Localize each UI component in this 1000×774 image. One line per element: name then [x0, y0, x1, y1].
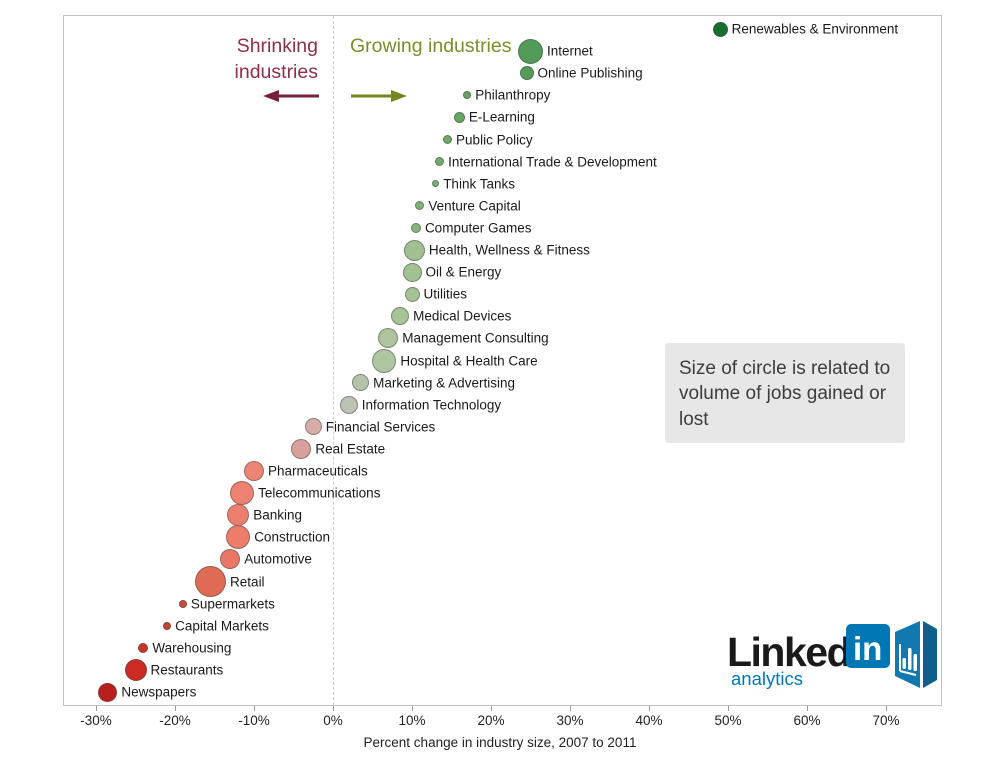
bubble-label-health-wellness-fitness: Health, Wellness & Fitness	[428, 242, 590, 258]
bubble-label-automotive: Automotive	[244, 551, 312, 567]
bubble-information-technology	[339, 395, 358, 414]
x-tick-mark	[254, 706, 255, 711]
bubble-hospital-health-care	[372, 348, 397, 373]
bubble-label-retail: Retail	[230, 573, 265, 589]
bubble-pharmaceuticals	[244, 461, 264, 481]
x-tick-mark	[175, 706, 176, 711]
bubble-health-wellness-fitness	[403, 239, 425, 261]
bubble-renewables-environment	[712, 21, 728, 37]
bubble-oil-energy	[402, 262, 422, 282]
bubble-warehousing	[138, 642, 149, 653]
bubble-real-estate	[291, 438, 312, 459]
bubble-label-supermarkets: Supermarkets	[190, 595, 275, 611]
bubble-label-medical-devices: Medical Devices	[413, 308, 512, 324]
x-tick-label: -30%	[80, 713, 112, 728]
shrinking-arrow-icon	[263, 90, 319, 102]
x-tick-label: 70%	[872, 713, 900, 728]
bubble-label-online-publishing: Online Publishing	[537, 65, 643, 81]
x-tick-label: 30%	[556, 713, 584, 728]
logo-linked-text: Linked	[727, 629, 850, 675]
logo-analytics-text: analytics	[731, 668, 803, 689]
x-tick-label: 20%	[477, 713, 505, 728]
bubble-label-hospital-health-care: Hospital & Health Care	[400, 352, 538, 368]
bubble-automotive	[220, 549, 241, 570]
growing-industries-label: Growing industries	[350, 35, 512, 57]
bubble-management-consulting	[378, 328, 399, 349]
bubble-label-telecommunications: Telecommunications	[258, 485, 381, 501]
x-tick-mark	[333, 706, 334, 711]
bubble-label-restaurants: Restaurants	[150, 662, 224, 678]
shrinking-industries-label: Shrinking industries	[234, 35, 318, 83]
bubble-label-warehousing: Warehousing	[152, 640, 232, 656]
bubble-label-marketing-advertising: Marketing & Advertising	[373, 374, 515, 390]
x-tick-label: 10%	[398, 713, 426, 728]
bubble-label-computer-games: Computer Games	[424, 220, 532, 236]
x-axis-title: Percent change in industry size, 2007 to…	[363, 735, 637, 750]
bubble-label-public-policy: Public Policy	[456, 131, 533, 147]
bubble-label-information-technology: Information Technology	[361, 396, 502, 412]
bubble-label-e-learning: E-Learning	[468, 109, 535, 125]
x-tick-mark	[96, 706, 97, 711]
bubble-newspapers	[98, 682, 118, 702]
plot-border	[63, 15, 942, 706]
bubble-label-newspapers: Newspapers	[121, 684, 197, 700]
bubble-financial-services	[304, 418, 322, 436]
bubble-label-management-consulting: Management Consulting	[402, 330, 549, 346]
bubble-label-construction: Construction	[254, 529, 330, 545]
bubble-label-think-tanks: Think Tanks	[443, 175, 515, 191]
bubble-label-oil-energy: Oil & Energy	[425, 264, 502, 280]
x-tick-label: -20%	[159, 713, 191, 728]
size-note-box: Size of circle is related to volume of j…	[665, 343, 905, 443]
bubble-think-tanks	[432, 180, 440, 188]
logo-in-square	[846, 624, 890, 668]
x-tick-mark	[807, 706, 808, 711]
x-tick-label: 60%	[793, 713, 821, 728]
bubble-internet	[518, 38, 543, 64]
x-tick-mark	[649, 706, 650, 711]
zero-percent-gridline	[333, 16, 334, 705]
bubble-e-learning	[453, 111, 465, 123]
x-tick-mark	[886, 706, 887, 711]
x-tick-label: 40%	[635, 713, 663, 728]
bubble-retail	[195, 566, 227, 597]
x-tick-mark	[570, 706, 571, 711]
bubble-online-publishing	[519, 66, 534, 81]
bubble-label-renewables-environment: Renewables & Environment	[731, 21, 899, 37]
bubble-telecommunications	[230, 481, 255, 506]
logo-barchart-box-icon	[895, 621, 937, 688]
logo-in-text: in	[853, 630, 882, 667]
bubble-medical-devices	[391, 307, 410, 326]
bubble-marketing-advertising	[352, 374, 370, 392]
bubble-supermarkets	[178, 599, 187, 608]
x-tick-label: -10%	[238, 713, 270, 728]
bubble-computer-games	[410, 222, 421, 233]
bubble-label-real-estate: Real Estate	[315, 441, 386, 457]
bubble-construction	[226, 525, 251, 550]
linkedin-analytics-logo: Linked analytics in	[727, 621, 937, 689]
bubble-label-pharmaceuticals: Pharmaceuticals	[268, 463, 368, 479]
x-tick-label: 0%	[323, 713, 343, 728]
bubble-philanthropy	[463, 91, 472, 100]
bubble-label-utilities: Utilities	[423, 286, 468, 302]
bubble-label-internet: Internet	[547, 43, 593, 59]
bubble-label-venture-capital: Venture Capital	[428, 198, 521, 214]
x-tick-mark	[412, 706, 413, 711]
bubble-utilities	[404, 286, 420, 302]
x-tick-mark	[491, 706, 492, 711]
bubble-public-policy	[443, 135, 453, 144]
bubble-label-capital-markets: Capital Markets	[175, 617, 269, 633]
bubble-restaurants	[124, 658, 147, 681]
bubble-label-international-trade-development: International Trade & Development	[448, 153, 657, 169]
bubble-international-trade-development	[435, 157, 445, 167]
bubble-venture-capital	[415, 201, 425, 211]
x-tick-label: 50%	[714, 713, 742, 728]
bubble-capital-markets	[163, 621, 172, 630]
bubble-label-philanthropy: Philanthropy	[475, 87, 551, 103]
bubble-label-banking: Banking	[253, 507, 302, 523]
bubble-label-financial-services: Financial Services	[325, 419, 436, 435]
x-tick-mark	[728, 706, 729, 711]
growing-arrow-icon	[351, 90, 407, 102]
